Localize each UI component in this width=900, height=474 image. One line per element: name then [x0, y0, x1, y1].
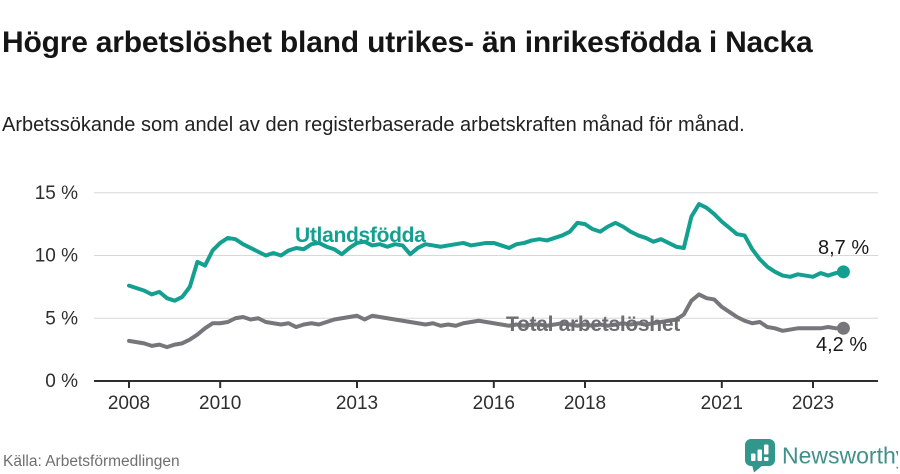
- series-label-utlandsfodda: Utlandsfödda: [295, 224, 426, 247]
- x-tick-label: 2016: [473, 393, 515, 414]
- y-tick-label: 15 %: [35, 183, 78, 204]
- source-attribution: Källa: Arbetsförmedlingen: [3, 453, 180, 470]
- chart-axes: 15 % 10 % 5 % 0 % 2008 2010 2013 2016 2018 2021 20…: [35, 183, 878, 414]
- series-end-dot-utlandsfodda: [836, 265, 850, 279]
- series-end-dot-total: [836, 321, 850, 335]
- newsworthy-wordmark: Newsworthy: [782, 443, 898, 469]
- x-tick-label: 2013: [336, 393, 378, 414]
- end-value-label-total: 4,2 %: [816, 334, 867, 356]
- x-tick-label: 2023: [792, 393, 834, 414]
- x-tick-label: 2008: [108, 393, 150, 414]
- y-tick-label: 0 %: [45, 371, 78, 392]
- chart-subtitle: Arbetssökande som andel av den registerb…: [2, 114, 745, 136]
- end-value-label-utlandsfodda: 8,7 %: [818, 237, 869, 259]
- series-line-total-arbetsloshet: [127, 292, 846, 350]
- page-title: Högre arbetslöshet bland utrikes- än inr…: [2, 26, 813, 60]
- newsworthy-logo-icon: [745, 439, 775, 473]
- y-tick-label: 5 %: [45, 308, 78, 329]
- x-tick-label: 2018: [564, 393, 606, 414]
- newsworthy-logo: Newsworthy: [745, 439, 898, 473]
- series-label-total-arbetsloshet: Total arbetslöshet: [506, 313, 680, 336]
- y-tick-label: 10 %: [35, 246, 78, 267]
- x-tick-label: 2021: [701, 393, 743, 414]
- series-line-utlandsfodda: [127, 202, 846, 303]
- x-tick-label: 2010: [199, 393, 241, 414]
- line-chart: 15 % 10 % 5 % 0 % 2008 2010 2013 2016 2018 2021 20…: [35, 183, 878, 414]
